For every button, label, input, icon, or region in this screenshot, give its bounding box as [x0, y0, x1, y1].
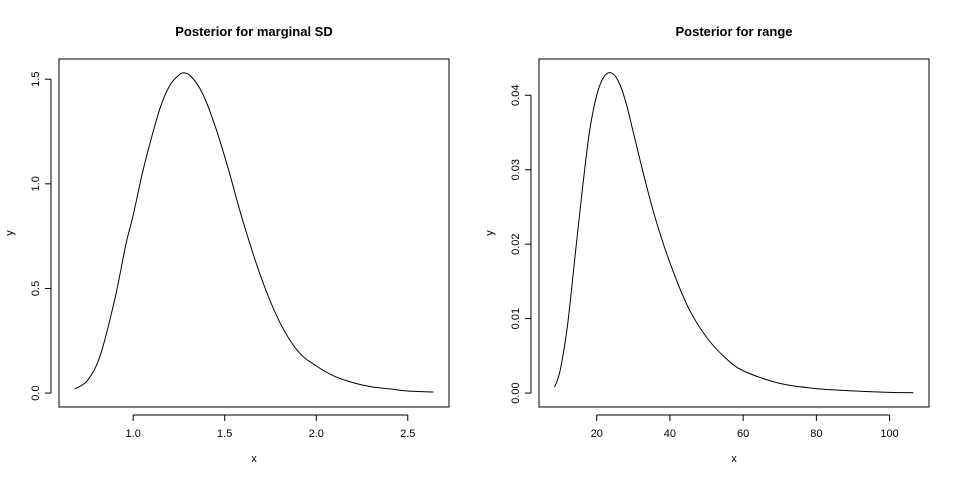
y-axis-label: y [484, 230, 496, 236]
plot-frame [538, 58, 930, 408]
y-axis-label: y [4, 230, 16, 236]
density-curve [554, 72, 914, 394]
y-tick-label: 1.5 [30, 72, 42, 87]
y-tick-label: 0.03 [510, 159, 522, 180]
y-tick-label: 0.00 [510, 382, 522, 403]
x-tick-label: 20 [591, 428, 603, 440]
y-tick-label: 0.04 [510, 85, 522, 106]
x-tick-label: 1.5 [217, 428, 232, 440]
x-tick-label: 2.5 [400, 428, 415, 440]
x-tick-label: 40 [664, 428, 676, 440]
y-axis: 0.0 0.5 1.0 1.5 [30, 72, 52, 401]
chart-title: Posterior for marginal SD [175, 24, 332, 39]
x-tick-label: 60 [737, 428, 749, 440]
x-tick-label: 100 [880, 428, 898, 440]
y-tick-label: 0.5 [30, 281, 42, 296]
density-curve [74, 72, 434, 393]
x-axis: 20 40 60 80 100 [591, 414, 899, 440]
y-tick-label: 0.02 [510, 233, 522, 254]
y-tick-label: 0.01 [510, 308, 522, 329]
x-axis-label: x [731, 453, 737, 465]
x-tick-label: 2.0 [309, 428, 324, 440]
y-axis: 0.00 0.01 0.02 0.03 0.04 [510, 85, 532, 404]
x-tick-label: 1.0 [126, 428, 141, 440]
x-axis: 1.0 1.5 2.0 2.5 [126, 414, 415, 440]
y-tick-label: 0.0 [30, 385, 42, 400]
y-tick-label: 1.0 [30, 176, 42, 191]
plot-frame [58, 58, 450, 408]
chart-panel-range: Posterior for range x y 20 40 60 80 100 0.00… [484, 24, 930, 465]
chart-panel-marginal-sd: Posterior for marginal SD x y 1.0 1.5 2.0 2… [4, 24, 450, 465]
x-axis-label: x [251, 453, 257, 465]
chart-title: Posterior for range [675, 24, 792, 39]
x-tick-label: 80 [810, 428, 822, 440]
